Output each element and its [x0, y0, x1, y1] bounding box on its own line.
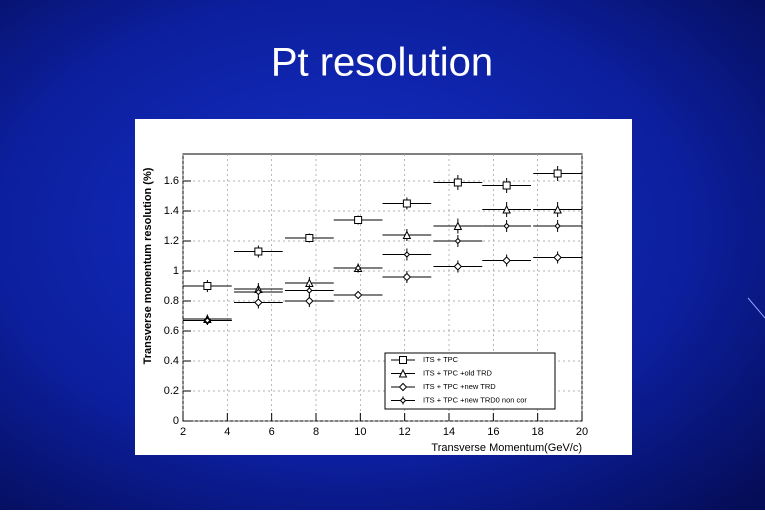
x-tick-label: 16 [487, 426, 499, 438]
marker [402, 199, 411, 208]
marker [502, 204, 511, 214]
x-tick-label: 8 [313, 426, 319, 438]
y-tick-label: 0.8 [164, 295, 179, 307]
marker [454, 237, 462, 245]
marker [502, 181, 511, 190]
marker [402, 230, 412, 239]
marker [402, 272, 412, 282]
marker [204, 317, 211, 324]
legend-marker [398, 368, 408, 378]
y-tick-label: 1.2 [164, 235, 179, 247]
marker [353, 290, 363, 300]
marker [553, 204, 562, 214]
plot-frame [182, 153, 583, 422]
y-tick-label: 1 [173, 265, 179, 277]
slide-title: Pt resolution [271, 41, 493, 85]
x-axis-label: Transverse Momentum(GeV/c) [431, 442, 582, 454]
marker [305, 296, 314, 306]
marker [502, 256, 511, 265]
marker [554, 222, 561, 230]
y-tick-label: 0.2 [164, 385, 179, 397]
y-tick-label: 1.4 [164, 205, 179, 217]
y-tick-label: 0.4 [164, 355, 179, 367]
marker [354, 216, 363, 224]
x-tick-label: 14 [443, 426, 455, 438]
marker [453, 262, 463, 271]
marker [255, 288, 262, 296]
marker [503, 222, 510, 230]
decoration [747, 297, 765, 319]
marker [453, 178, 462, 187]
x-tick-label: 4 [224, 426, 230, 438]
legend-label: ITS + TPC +old TRD [423, 368, 492, 377]
legend-box [384, 352, 556, 410]
legend-marker [399, 356, 407, 364]
marker [254, 247, 263, 256]
marker [254, 298, 263, 307]
legend-label: ITS + TPC +new TRD [423, 382, 496, 391]
marker [403, 251, 411, 258]
marker [306, 287, 313, 294]
x-tick-label: 18 [532, 426, 544, 438]
x-tick-label: 10 [354, 426, 366, 438]
x-tick-label: 12 [399, 426, 411, 438]
marker [305, 234, 314, 242]
x-tick-label: 2 [180, 426, 186, 438]
y-tick-label: 0 [173, 415, 179, 427]
legend-marker [398, 382, 408, 392]
y-axis-label: Transverse momentum resolution (%) [142, 167, 154, 364]
x-tick-label: 20 [576, 426, 588, 438]
y-tick-label: 1.6 [164, 175, 179, 187]
marker [553, 169, 562, 178]
marker [354, 264, 362, 272]
legend-label: ITS + TPC [423, 355, 459, 364]
y-tick-label: 0.6 [164, 325, 179, 337]
marker [203, 282, 212, 290]
marker [553, 253, 562, 262]
marker [453, 221, 463, 230]
x-tick-label: 6 [269, 426, 275, 438]
legend-marker [399, 397, 407, 404]
legend-label: ITS + TPC +new TRD0 non cor [423, 395, 527, 404]
